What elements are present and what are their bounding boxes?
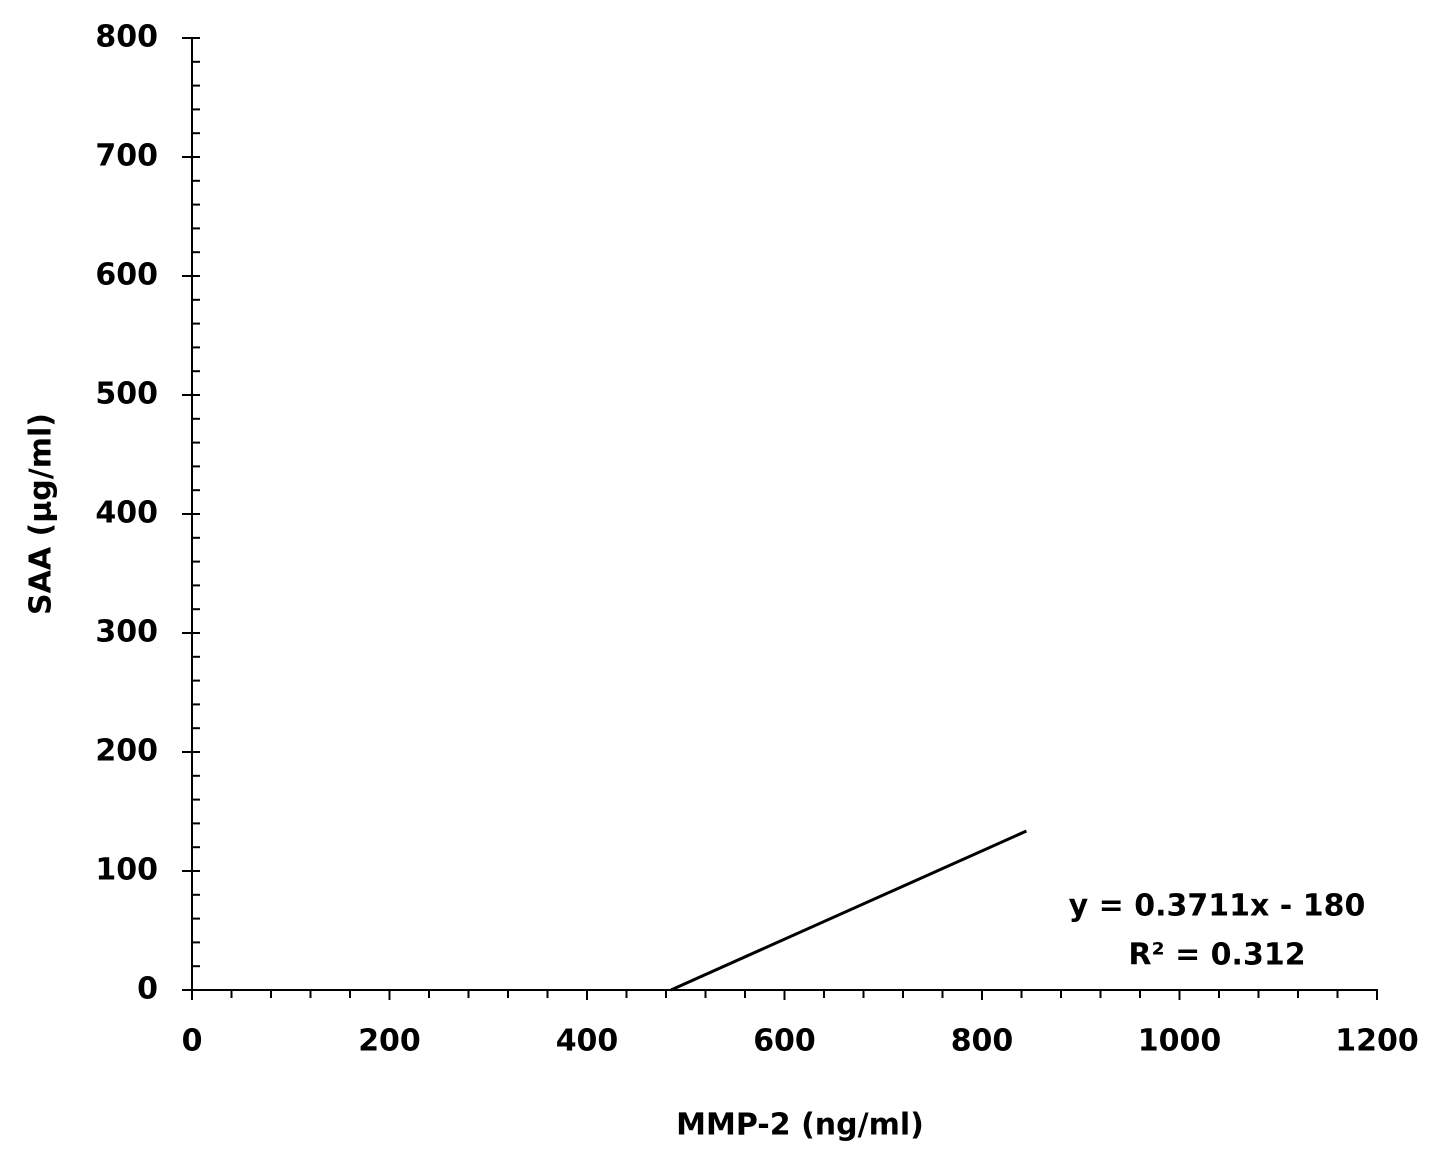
- y-tick-label: 0: [137, 972, 158, 1007]
- y-axis-title: SAA (µg/ml): [24, 413, 59, 615]
- x-tick-label: 1000: [1138, 1024, 1222, 1059]
- x-tick-label: 800: [951, 1024, 1014, 1059]
- x-tick-label: 200: [358, 1024, 421, 1059]
- x-axis-title: MMP-2 (ng/ml): [676, 1108, 924, 1143]
- equation: y = 0.3711x - 180: [1069, 889, 1366, 924]
- y-tick-label: 500: [95, 377, 158, 412]
- x-tick-label: 400: [556, 1024, 619, 1059]
- y-tick-label: 300: [95, 615, 158, 650]
- y-tick-label: 400: [95, 496, 158, 531]
- y-tick-label: 600: [95, 258, 158, 293]
- y-tick-label: 700: [95, 139, 158, 174]
- x-tick-label: 0: [182, 1024, 203, 1059]
- r-squared: R² = 0.312: [1128, 938, 1305, 973]
- trend-line: [670, 829, 1028, 992]
- y-tick-label: 200: [95, 734, 158, 769]
- x-tick-label: 600: [753, 1024, 816, 1059]
- y-tick-label: 100: [95, 853, 158, 888]
- x-tick-label: 1200: [1335, 1024, 1419, 1059]
- y-tick-label: 800: [95, 20, 158, 55]
